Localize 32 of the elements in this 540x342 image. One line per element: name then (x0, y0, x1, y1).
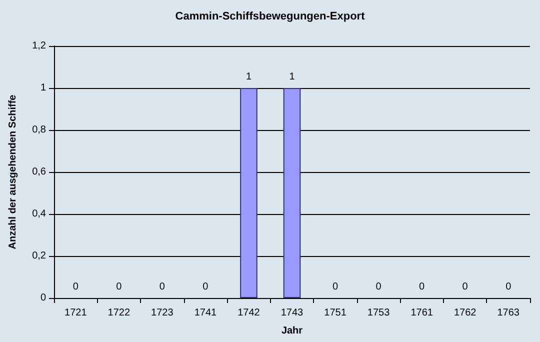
data-label: 0 (202, 282, 209, 292)
x-tick-label: 1763 (497, 308, 520, 318)
x-tick-label: 1751 (324, 308, 347, 318)
data-label: 0 (419, 282, 426, 292)
x-tick-label: 1761 (410, 308, 434, 318)
data-label: 1 (289, 72, 296, 82)
x-tick-label: 1753 (367, 308, 390, 318)
x-tick-label: 1741 (194, 308, 218, 318)
y-tick-label: 0,6 (32, 166, 46, 178)
y-tick-label: 0,4 (32, 208, 46, 220)
y-tick-label: 0 (40, 292, 46, 304)
y-tick-label: 0,2 (32, 250, 46, 262)
data-label: 0 (332, 282, 338, 292)
data-label: 1 (246, 72, 252, 82)
data-label: 0 (506, 282, 512, 292)
x-tick-label: 1762 (454, 308, 477, 318)
x-tick-label: 1722 (108, 308, 130, 318)
x-tick-label: 1742 (238, 308, 260, 318)
data-label: 0 (376, 282, 382, 292)
y-tick-label: 0,8 (32, 124, 46, 136)
y-tick-label: 1,2 (32, 40, 46, 52)
x-tick-label: 1743 (280, 308, 304, 318)
y-axis-title: Anzahl der ausgehenden Schiffe (8, 94, 18, 250)
chart-title: Cammin-Schiffsbewegungen-Export (175, 10, 366, 22)
data-label: 0 (72, 282, 79, 292)
x-tick-label: 1721 (64, 308, 88, 318)
data-label: 0 (116, 282, 122, 292)
x-axis-title: Jahr (281, 326, 303, 336)
y-tick-label: 1 (40, 82, 46, 94)
data-label: 0 (462, 282, 468, 292)
data-label: 0 (159, 282, 166, 292)
x-tick-label: 1723 (151, 308, 174, 318)
